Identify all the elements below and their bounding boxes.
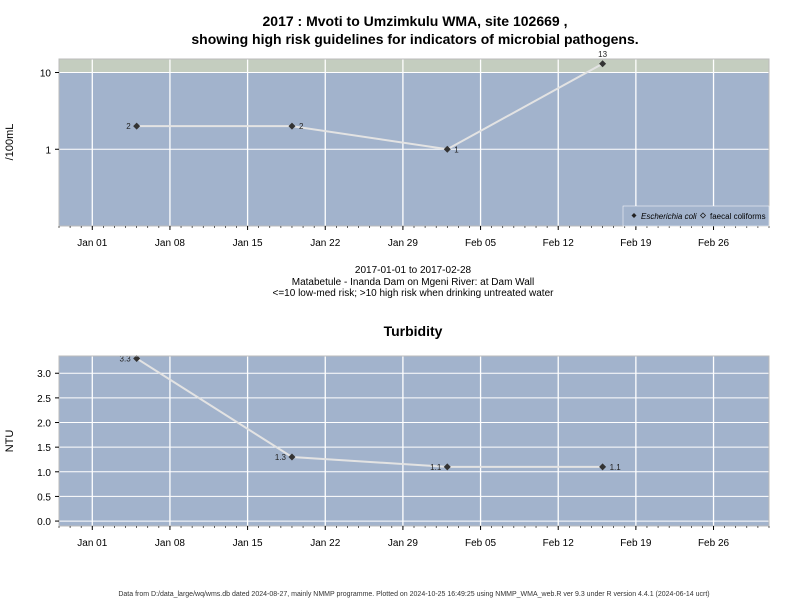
chart2-points: 3.3 1.3 1.1 1.1	[120, 354, 622, 471]
legend-item-e-coli: Escherichia coli	[641, 212, 697, 221]
data-point	[443, 463, 451, 471]
chart1-plot: 2 2 1 13	[58, 50, 770, 227]
data-point	[288, 453, 296, 461]
data-point	[599, 60, 607, 68]
x-tick-label: Feb 05	[465, 238, 497, 249]
x-tick-label: Jan 01	[77, 238, 107, 249]
x-tick-label: Jan 29	[388, 538, 418, 549]
y-tick-label: 0.0	[37, 517, 51, 528]
x-tick-label: Jan 29	[388, 238, 418, 249]
chart1-points: 2 2 1 13	[126, 50, 607, 154]
data-point	[288, 122, 296, 130]
y-tick-label: 3.0	[37, 369, 51, 380]
x-tick-label: Jan 22	[310, 538, 340, 549]
chart2-y-axis-label: NTU	[4, 430, 16, 453]
data-label: 1.1	[430, 463, 442, 472]
legend-box	[622, 205, 770, 227]
x-tick-label: Jan 01	[77, 538, 107, 549]
chart1-title-line2: showing high risk guidelines for indicat…	[191, 31, 638, 47]
x-tick-label: Feb 26	[698, 238, 730, 249]
data-label: 1	[454, 145, 459, 154]
y-tick-label: 2.0	[37, 419, 51, 430]
data-point	[133, 354, 141, 362]
chart2-title: Turbidity	[384, 323, 443, 339]
x-tick-label: Feb 05	[465, 538, 497, 549]
legend-filled-diamond-icon	[631, 213, 637, 218]
chart1-high-risk-band	[59, 59, 769, 73]
x-tick-label: Jan 15	[233, 238, 263, 249]
x-tick-label: Feb 12	[543, 238, 575, 249]
series-line	[136, 62, 604, 151]
legend-open-diamond-icon	[699, 212, 707, 219]
x-tick-label: Feb 19	[620, 238, 652, 249]
y-tick-label: 10	[40, 69, 52, 80]
chart2-plot: 3.3 1.3 1.1 1.1	[58, 354, 770, 527]
data-point	[133, 122, 141, 130]
chart1-title-line1: 2017 : Mvoti to Umzimkulu WMA, site 1026…	[263, 13, 568, 29]
legend-item-faecal-coliforms: faecal coliforms	[710, 212, 766, 221]
x-tick-label: Jan 22	[310, 238, 340, 249]
data-label: 2	[299, 122, 304, 131]
chart1-x-ticks: Jan 01 Jan 08 Jan 15 Jan 22 Jan 29 Feb 05 Feb …	[58, 226, 770, 249]
x-tick-label: Feb 26	[698, 538, 730, 549]
chart1-series-lines	[136, 62, 604, 151]
data-label: 1.1	[610, 463, 622, 472]
y-tick-label: 0.5	[37, 492, 51, 503]
date-range-note: 2017-01-01 to 2017-02-28	[355, 265, 472, 276]
footer-note: Data from D:/data_large/wq/wms.db dated …	[118, 591, 709, 598]
chart2-y-ticks: 0.0 0.5 1.0 1.5 2.0 2.5 3.0	[37, 369, 59, 528]
series-line	[136, 357, 603, 468]
chart2-panel-bg	[59, 356, 769, 526]
y-tick-label: 1	[45, 145, 51, 156]
data-point	[599, 463, 607, 471]
data-label: 1.3	[275, 453, 287, 462]
chart2-series-lines	[136, 357, 603, 468]
data-label: 13	[598, 50, 607, 59]
y-tick-label: 1.0	[37, 468, 51, 479]
y-tick-label: 1.5	[37, 443, 51, 454]
chart2-gridlines	[59, 356, 769, 526]
data-label: 2	[126, 122, 131, 131]
data-label: 3.3	[120, 354, 132, 363]
x-tick-label: Feb 12	[543, 538, 575, 549]
x-tick-label: Jan 08	[155, 538, 185, 549]
x-tick-label: Jan 08	[155, 238, 185, 249]
chart1-y-ticks: 1 10	[40, 69, 59, 156]
chart1-gridlines	[59, 59, 769, 226]
y-tick-label: 2.5	[37, 394, 51, 405]
chart1-y-axis-label: /100mL	[4, 124, 16, 161]
data-point	[443, 145, 451, 153]
site-name-note: Matabetule - Inanda Dam on Mgeni River: …	[292, 277, 535, 288]
chart1-panel-bg	[59, 59, 769, 226]
risk-guideline-note: <=10 low-med risk; >10 high risk when dr…	[273, 288, 555, 299]
chart2-x-ticks: Jan 01 Jan 08 Jan 15 Jan 22 Jan 29 Feb 05 Feb …	[58, 526, 770, 549]
x-tick-label: Jan 15	[233, 538, 263, 549]
x-tick-label: Feb 19	[620, 538, 652, 549]
chart1-legend: Escherichia coli faecal coliforms	[622, 205, 770, 227]
